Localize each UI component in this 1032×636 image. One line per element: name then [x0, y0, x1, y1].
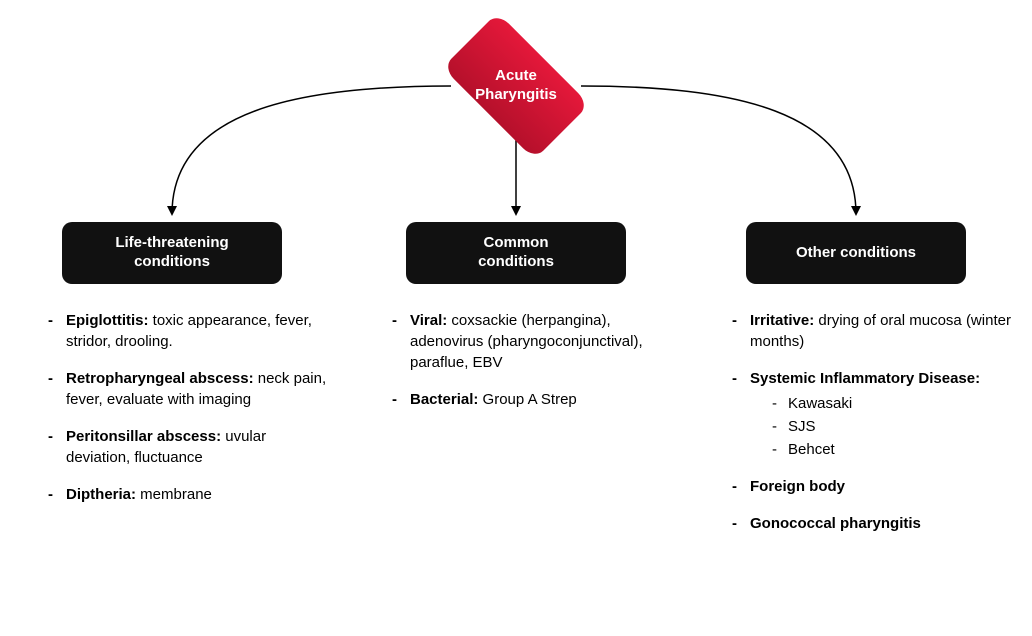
item-text: Group A Strep — [478, 391, 576, 408]
sub-list-item: Kawasaki — [772, 393, 1012, 414]
list-item: Gonococcal pharyngitis — [732, 513, 1012, 534]
item-term: Foreign body — [750, 478, 845, 495]
list-item: Retropharyngeal abscess: neck pain, feve… — [48, 368, 328, 410]
root-label: AcutePharyngitis — [471, 67, 561, 105]
list-item: Viral: coxsackie (herpangina), adenoviru… — [392, 310, 672, 373]
item-list: Epiglottitis: toxic appearance, fever, s… — [48, 310, 328, 505]
sub-list-item: Behcet — [772, 439, 1012, 460]
diagram-canvas: AcutePharyngitis Life-threateningconditi… — [0, 0, 1032, 636]
item-term: Peritonsillar abscess: — [66, 428, 221, 445]
list-item: Bacterial: Group A Strep — [392, 389, 672, 410]
item-text: membrane — [136, 486, 212, 503]
list-item: Foreign body — [732, 476, 1012, 497]
list-item: Peritonsillar abscess: uvular deviation,… — [48, 426, 328, 468]
branch-header-life: Life-threateningconditions — [62, 222, 282, 284]
branch-header-common: Commonconditions — [406, 222, 626, 284]
list-item: Irritative: drying of oral mucosa (winte… — [732, 310, 1012, 352]
list-item: Systemic Inflammatory Disease: KawasakiSJ… — [732, 368, 1012, 460]
branch-content-common: Viral: coxsackie (herpangina), adenoviru… — [392, 310, 672, 426]
sub-list-item: SJS — [772, 416, 1012, 437]
item-term: Retropharyngeal abscess: — [66, 370, 254, 387]
list-item: Epiglottitis: toxic appearance, fever, s… — [48, 310, 328, 352]
branch-header-label: Life-threateningconditions — [115, 234, 228, 272]
edge-other — [581, 86, 856, 214]
branch-header-label: Other conditions — [796, 244, 916, 263]
item-list: Irritative: drying of oral mucosa (winte… — [732, 310, 1012, 534]
list-item: Diptheria: membrane — [48, 484, 328, 505]
item-term: Epiglottitis: — [66, 312, 149, 329]
item-list: Viral: coxsackie (herpangina), adenoviru… — [392, 310, 672, 410]
branch-header-other: Other conditions — [746, 222, 966, 284]
item-term: Bacterial: — [410, 391, 478, 408]
edge-life — [172, 86, 451, 214]
sub-list: KawasakiSJSBehcet — [750, 393, 1012, 460]
item-term: Diptheria: — [66, 486, 136, 503]
item-term: Viral: — [410, 312, 447, 329]
branch-content-other: Irritative: drying of oral mucosa (winte… — [732, 310, 1012, 550]
branch-content-life: Epiglottitis: toxic appearance, fever, s… — [48, 310, 328, 521]
root-node: AcutePharyngitis — [451, 36, 581, 136]
branch-header-label: Commonconditions — [478, 234, 554, 272]
item-term: Systemic Inflammatory Disease: — [750, 370, 980, 387]
item-term: Irritative: — [750, 312, 814, 329]
item-term: Gonococcal pharyngitis — [750, 515, 921, 532]
